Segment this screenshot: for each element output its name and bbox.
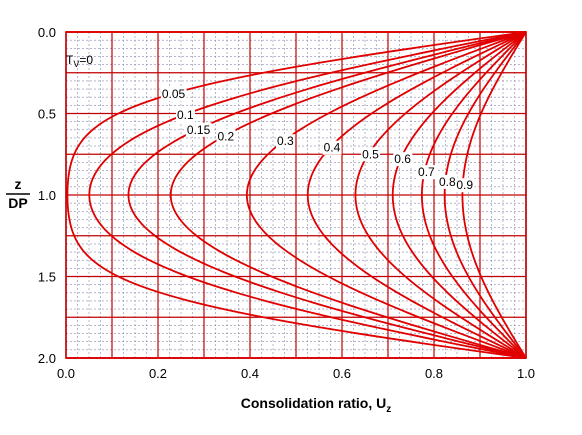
curve-labels: TV=0 0.05 0.10.15 0.2 0.3 0.4 0.5 0.6 0.7 0.8 0.9 bbox=[66, 53, 475, 193]
curve-label-background bbox=[185, 122, 212, 137]
curve-label-background bbox=[216, 129, 236, 144]
curve-label-background bbox=[160, 86, 187, 101]
x-axis-title: Consolidation ratio, Uz bbox=[241, 395, 391, 415]
curve-label-background bbox=[361, 147, 381, 162]
y-tick-label: 2.0 bbox=[38, 351, 56, 366]
isochrone-curve bbox=[169, 31, 527, 359]
curve-label: 0.1 bbox=[177, 108, 194, 122]
curve-label-background bbox=[417, 165, 437, 180]
isochrone-curve bbox=[443, 31, 527, 359]
curve-label: 0.8 bbox=[439, 175, 456, 189]
y-tick-label: 0.0 bbox=[38, 25, 56, 40]
x-tick-label: 0.0 bbox=[57, 366, 75, 381]
x-tick-label: 0.8 bbox=[425, 366, 443, 381]
curve-label-tv0: TV=0 bbox=[66, 53, 93, 69]
curve-label-prefix: T bbox=[66, 53, 74, 67]
curve-label: 0.05 bbox=[162, 87, 186, 101]
isochrone-curve bbox=[354, 31, 527, 359]
x-tick-label: 0.4 bbox=[241, 366, 259, 381]
y-tick-label: 1.5 bbox=[38, 270, 56, 285]
isochrone-curve bbox=[66, 31, 527, 359]
curve-label-background bbox=[275, 134, 295, 149]
isochrone-curve bbox=[88, 31, 527, 359]
curve-label-background bbox=[437, 174, 457, 189]
x-axis-title-subscript: z bbox=[386, 404, 391, 415]
curve-label: 0.15 bbox=[187, 123, 211, 137]
isochrone-curve bbox=[306, 31, 527, 359]
curve-label: 0.4 bbox=[324, 141, 341, 155]
curve-label: 0.7 bbox=[418, 165, 435, 179]
isochrone-curve bbox=[245, 31, 527, 359]
x-tick-label: 0.2 bbox=[149, 366, 167, 381]
x-tick-label: 0.6 bbox=[333, 366, 351, 381]
y-axis-title-denominator: DP bbox=[8, 195, 27, 211]
axis-ticks: 0.0 0.2 0.4 0.6 0.8 1.0 0.0 0.5 1.0 1.5 2.0 bbox=[38, 25, 535, 381]
curve-label-background bbox=[455, 178, 475, 193]
curve-label-background bbox=[322, 140, 342, 155]
isochrone-curve bbox=[461, 31, 527, 359]
isochrone-curve bbox=[420, 31, 527, 359]
x-tick-label: 1.0 bbox=[517, 366, 535, 381]
y-tick-label: 1.0 bbox=[38, 188, 56, 203]
isochrone-curve bbox=[391, 31, 527, 359]
curve-label-text: =0 bbox=[79, 53, 93, 67]
curve-label: 0.2 bbox=[217, 129, 234, 143]
curve-label-background bbox=[175, 108, 195, 123]
curve-label-background bbox=[393, 152, 413, 167]
y-tick-label: 0.5 bbox=[38, 107, 56, 122]
isochrone-curves bbox=[66, 31, 527, 359]
curve-label: 0.9 bbox=[456, 178, 473, 192]
y-axis-title-numerator: z bbox=[15, 176, 22, 192]
isochrone-curve bbox=[127, 31, 527, 359]
curve-label-subscript: V bbox=[73, 59, 79, 69]
isochrone-curve bbox=[66, 31, 526, 359]
curve-label: 0.3 bbox=[277, 134, 294, 148]
curve-label: 0.6 bbox=[394, 152, 411, 166]
curve-label: 0.5 bbox=[362, 147, 379, 161]
